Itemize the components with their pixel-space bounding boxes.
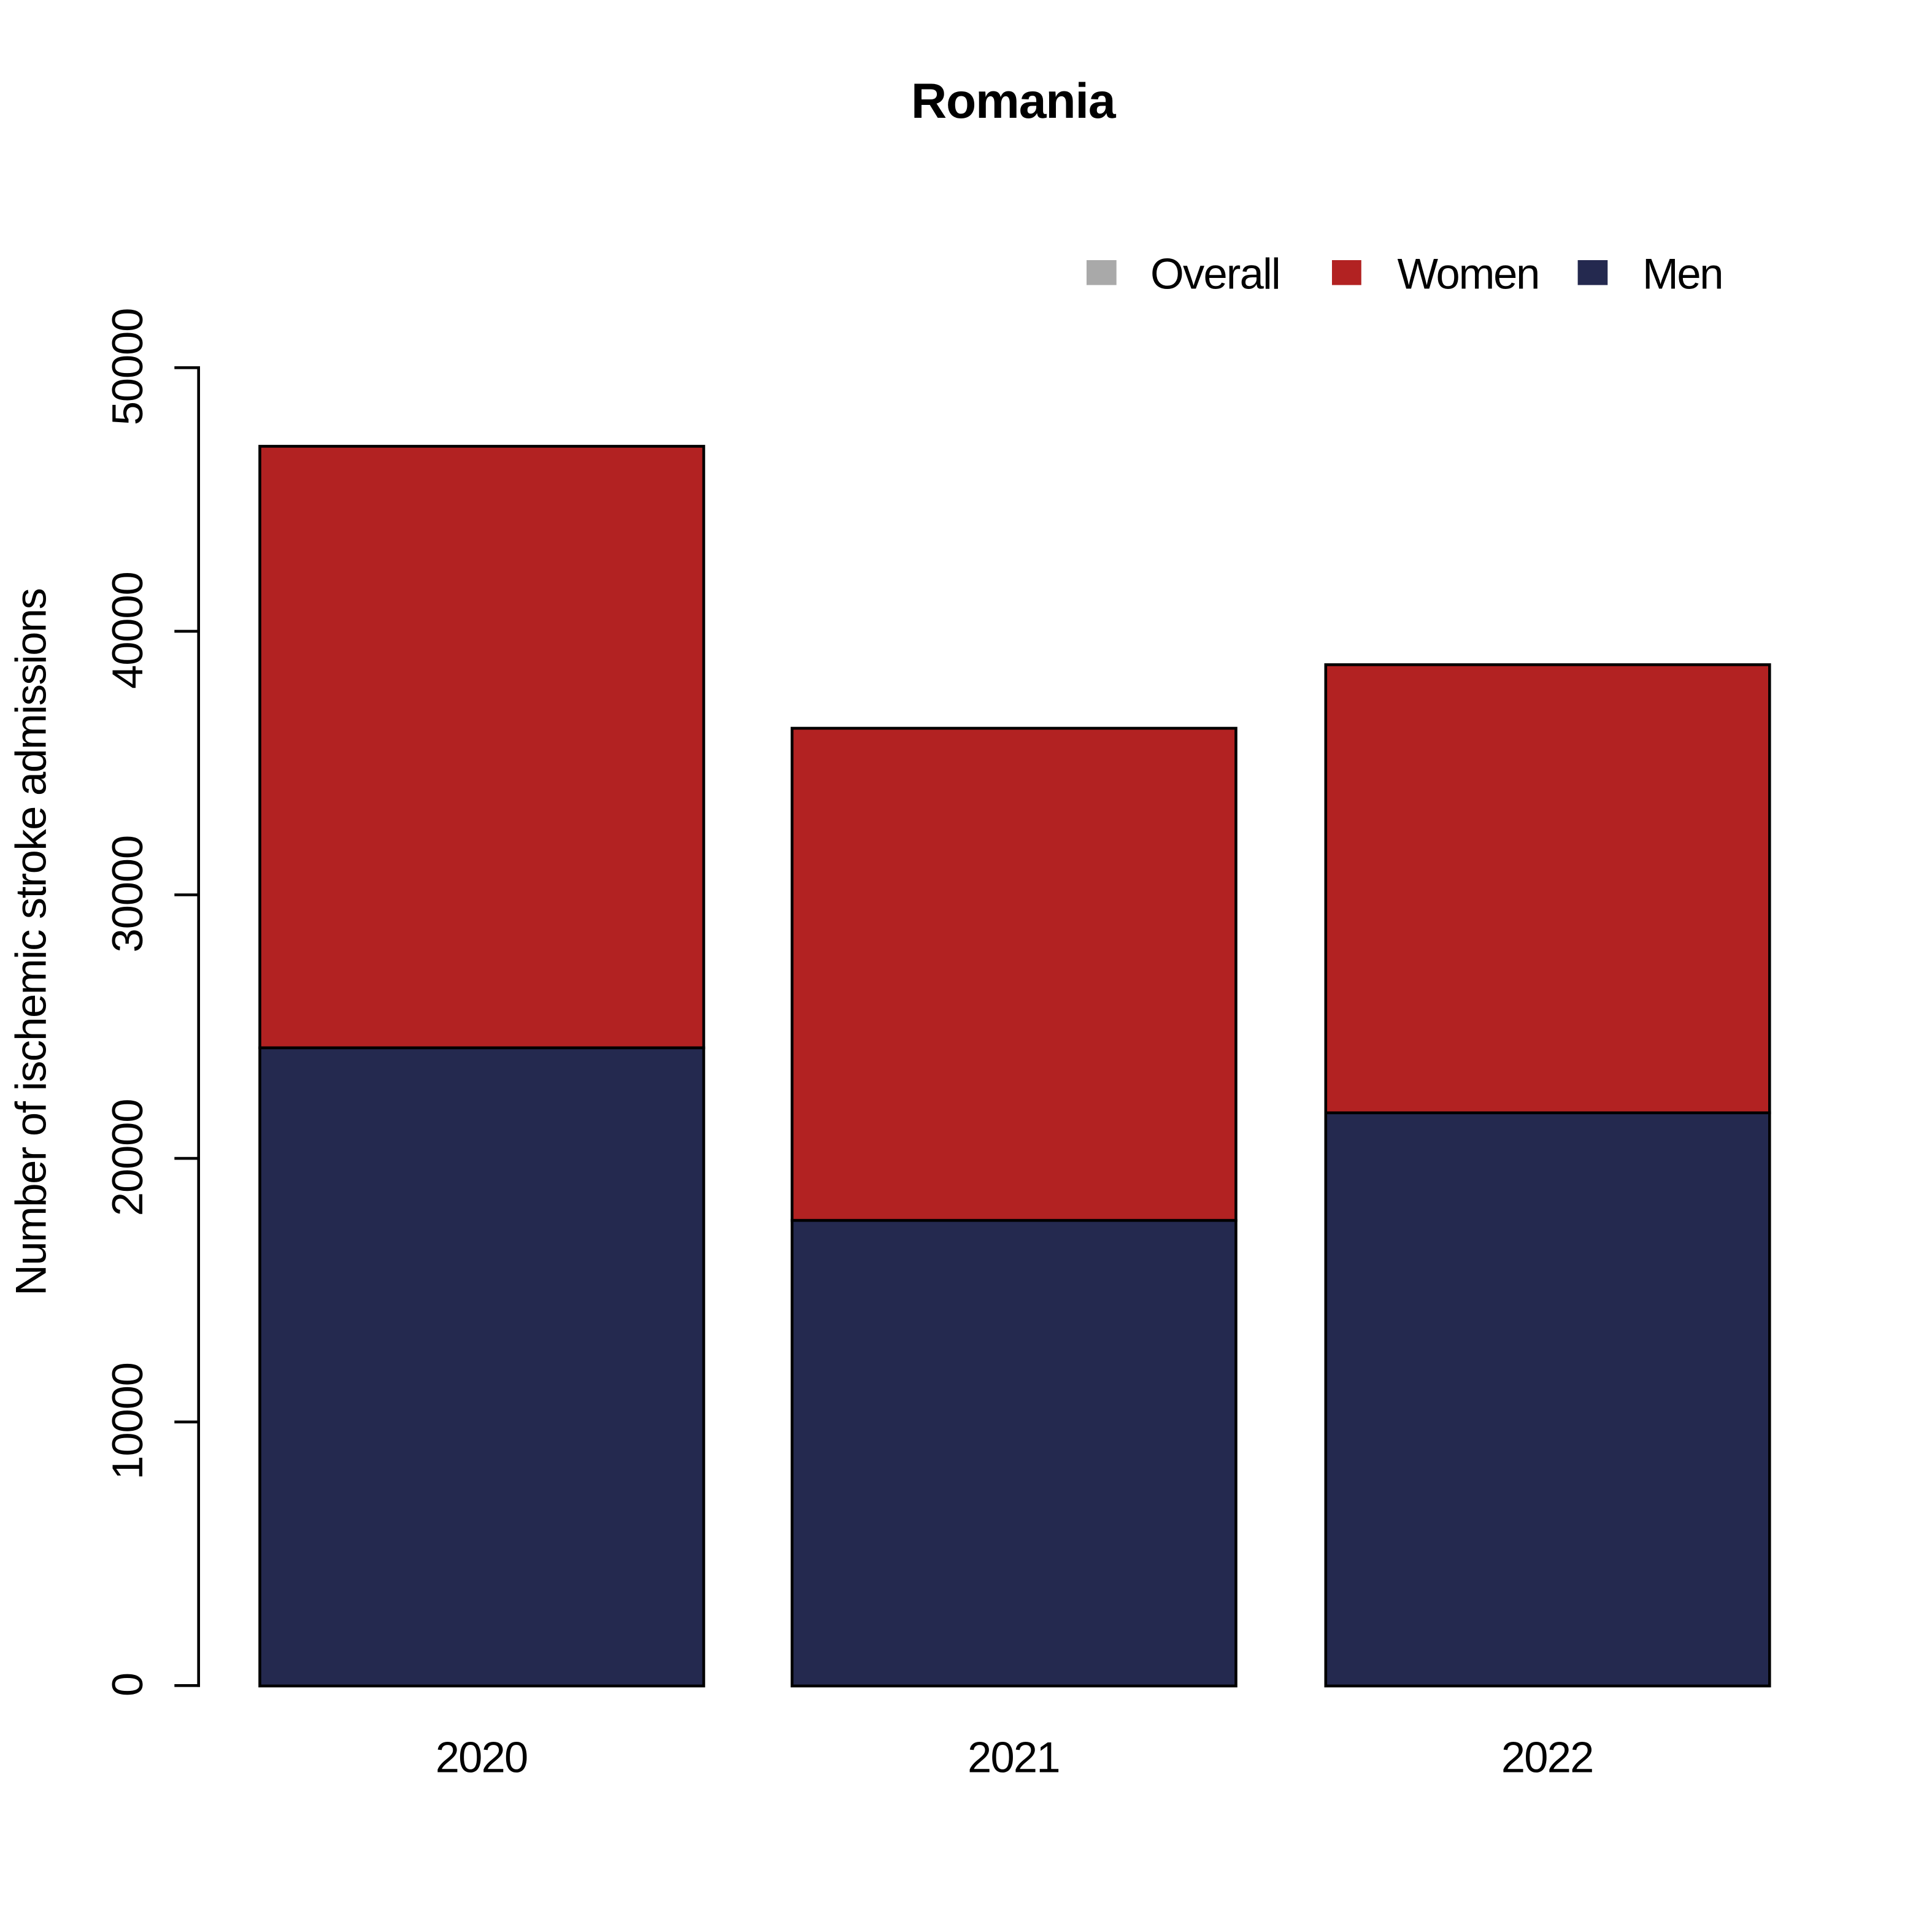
svg-text:Overall: Overall	[1150, 249, 1281, 298]
svg-text:2021: 2021	[968, 1733, 1061, 1782]
svg-text:Number of ischemic stroke admi: Number of ischemic stroke admissions	[6, 588, 55, 1296]
svg-text:2022: 2022	[1501, 1733, 1595, 1782]
svg-text:10000: 10000	[103, 1362, 152, 1480]
svg-text:40000: 40000	[103, 571, 152, 689]
svg-text:20000: 20000	[103, 1099, 152, 1217]
svg-text:2020: 2020	[436, 1733, 529, 1782]
svg-text:Women: Women	[1397, 249, 1540, 298]
svg-text:50000: 50000	[103, 308, 152, 426]
svg-text:Men: Men	[1642, 249, 1724, 298]
svg-text:Romania: Romania	[911, 74, 1117, 129]
svg-text:0: 0	[103, 1672, 152, 1696]
svg-text:30000: 30000	[103, 835, 152, 953]
